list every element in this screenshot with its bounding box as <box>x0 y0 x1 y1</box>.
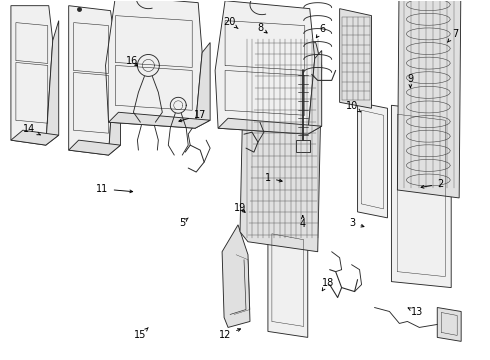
Text: 9: 9 <box>407 75 414 87</box>
Polygon shape <box>195 42 210 128</box>
Polygon shape <box>69 140 121 155</box>
Text: 20: 20 <box>223 17 238 28</box>
Polygon shape <box>437 307 461 341</box>
Text: 12: 12 <box>219 329 241 341</box>
Text: 4: 4 <box>300 216 306 229</box>
Text: 14: 14 <box>23 124 40 135</box>
Text: 11: 11 <box>97 184 133 194</box>
Text: 2: 2 <box>421 179 443 189</box>
Polygon shape <box>69 6 116 155</box>
Polygon shape <box>215 1 315 134</box>
Polygon shape <box>268 225 308 337</box>
Polygon shape <box>105 0 202 128</box>
Polygon shape <box>108 112 210 128</box>
Polygon shape <box>358 102 388 218</box>
Text: 1: 1 <box>265 173 282 183</box>
Polygon shape <box>397 0 461 198</box>
Polygon shape <box>296 140 310 152</box>
Polygon shape <box>240 31 322 252</box>
Text: 17: 17 <box>179 110 206 122</box>
Text: 13: 13 <box>408 307 423 318</box>
Text: 5: 5 <box>179 218 188 228</box>
Polygon shape <box>11 130 59 145</box>
Polygon shape <box>392 105 451 288</box>
Text: 3: 3 <box>349 218 364 228</box>
Text: 8: 8 <box>257 23 267 33</box>
Text: 7: 7 <box>447 28 458 42</box>
Polygon shape <box>108 32 121 155</box>
Polygon shape <box>218 118 322 134</box>
Polygon shape <box>308 50 322 134</box>
Text: 16: 16 <box>126 57 139 67</box>
Polygon shape <box>222 225 250 328</box>
Text: 15: 15 <box>134 328 148 341</box>
Polygon shape <box>11 6 53 145</box>
Text: 19: 19 <box>234 203 246 213</box>
Text: 18: 18 <box>321 278 334 291</box>
Text: 6: 6 <box>317 24 326 38</box>
Text: 10: 10 <box>345 101 361 112</box>
Polygon shape <box>46 21 59 145</box>
Polygon shape <box>340 9 371 108</box>
